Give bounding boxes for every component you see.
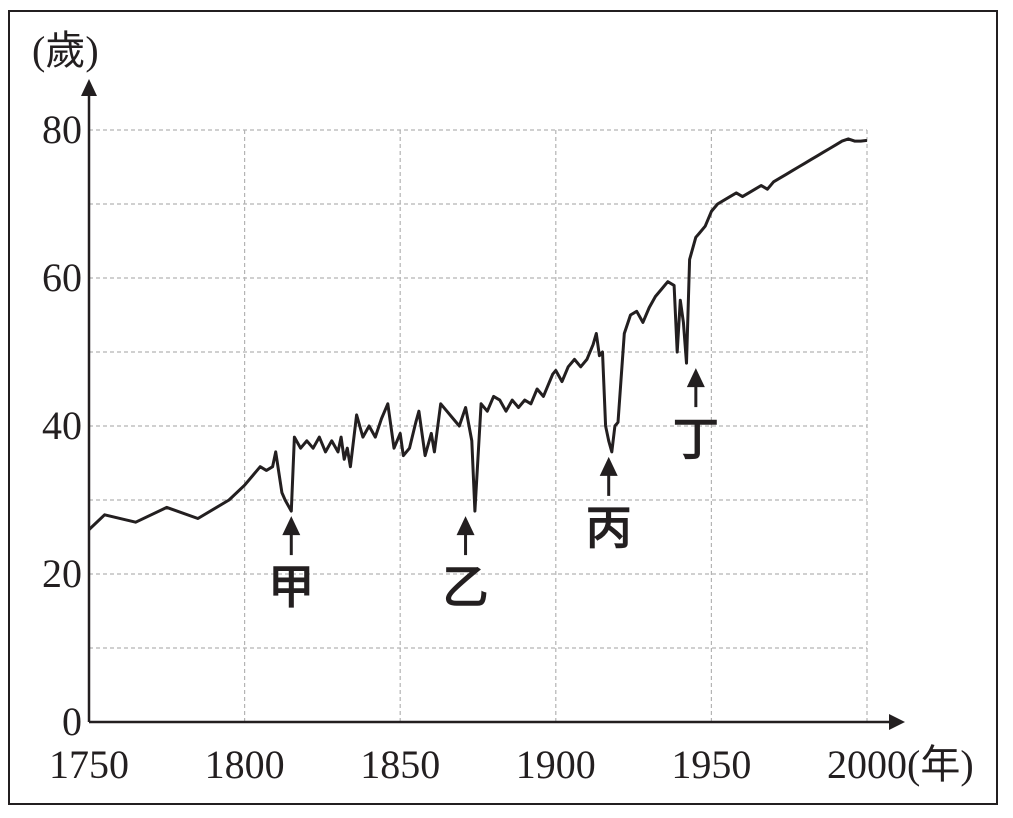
y-tick-label: 0	[62, 699, 82, 744]
y-tick-label: 80	[42, 107, 82, 152]
annotation-arrowhead	[686, 368, 705, 388]
x-unit-label: (年)	[907, 742, 974, 787]
annotation: 丁	[673, 368, 719, 466]
annotation-arrowhead	[456, 516, 475, 536]
annotation: 丙	[586, 456, 632, 555]
x-tick-label: 1800	[205, 742, 285, 787]
y-unit-label: (歲)	[32, 28, 99, 73]
y-axis-arrow	[81, 79, 97, 96]
x-tick-label: 2000	[827, 742, 907, 787]
y-tick-labels: 0 20 40 60 80	[42, 107, 82, 744]
axes	[81, 79, 905, 730]
x-tick-label: 1950	[671, 742, 751, 787]
annotation-arrowhead	[599, 456, 618, 476]
annotation-label: 甲	[268, 560, 314, 614]
annotation-arrowhead	[282, 516, 301, 536]
grid	[89, 129, 868, 722]
annotation-label: 乙	[443, 560, 489, 614]
y-tick-label: 60	[42, 255, 82, 300]
annotation: 乙	[443, 516, 489, 614]
x-tick-label: 1900	[516, 742, 596, 787]
y-tick-label: 20	[42, 551, 82, 596]
series	[87, 137, 868, 531]
annotation: 甲	[268, 516, 314, 614]
x-tick-label: 1750	[49, 742, 129, 787]
x-tick-label: 1850	[360, 742, 440, 787]
life-expectancy-line	[87, 137, 868, 531]
annotation-label: 丁	[673, 412, 719, 466]
annotations: 甲 乙 丙丁	[268, 368, 719, 614]
x-axis-arrow	[889, 714, 905, 730]
y-tick-label: 40	[42, 403, 82, 448]
annotation-label: 丙	[586, 501, 632, 555]
x-tick-labels: 1750 1800 1850 1900 1950 2000	[49, 742, 907, 787]
